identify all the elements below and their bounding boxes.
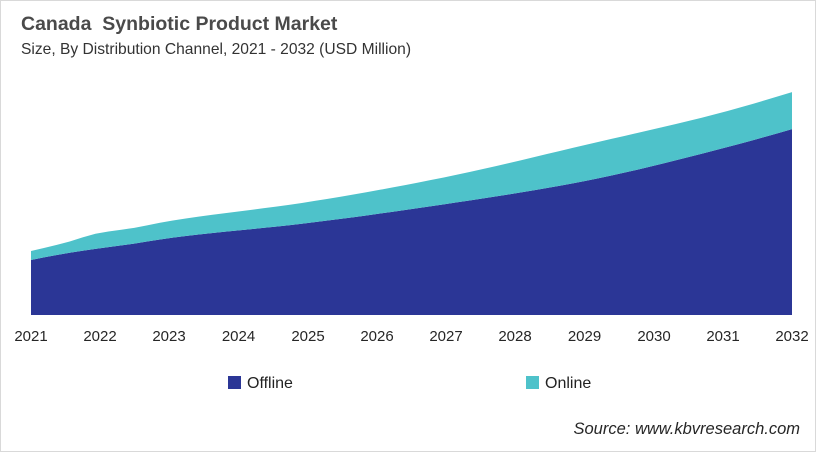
svg-text:2021: 2021 xyxy=(14,328,47,345)
svg-text:2029: 2029 xyxy=(568,328,601,345)
svg-text:2022: 2022 xyxy=(83,328,116,345)
svg-text:2031: 2031 xyxy=(706,328,739,345)
svg-text:2024: 2024 xyxy=(222,328,255,345)
svg-text:2028: 2028 xyxy=(498,328,531,345)
svg-text:2032: 2032 xyxy=(775,328,808,345)
svg-text:2030: 2030 xyxy=(637,328,670,345)
svg-text:2026: 2026 xyxy=(360,328,393,345)
svg-text:2025: 2025 xyxy=(291,328,324,345)
svg-text:2023: 2023 xyxy=(152,328,185,345)
svg-text:2027: 2027 xyxy=(429,328,462,345)
